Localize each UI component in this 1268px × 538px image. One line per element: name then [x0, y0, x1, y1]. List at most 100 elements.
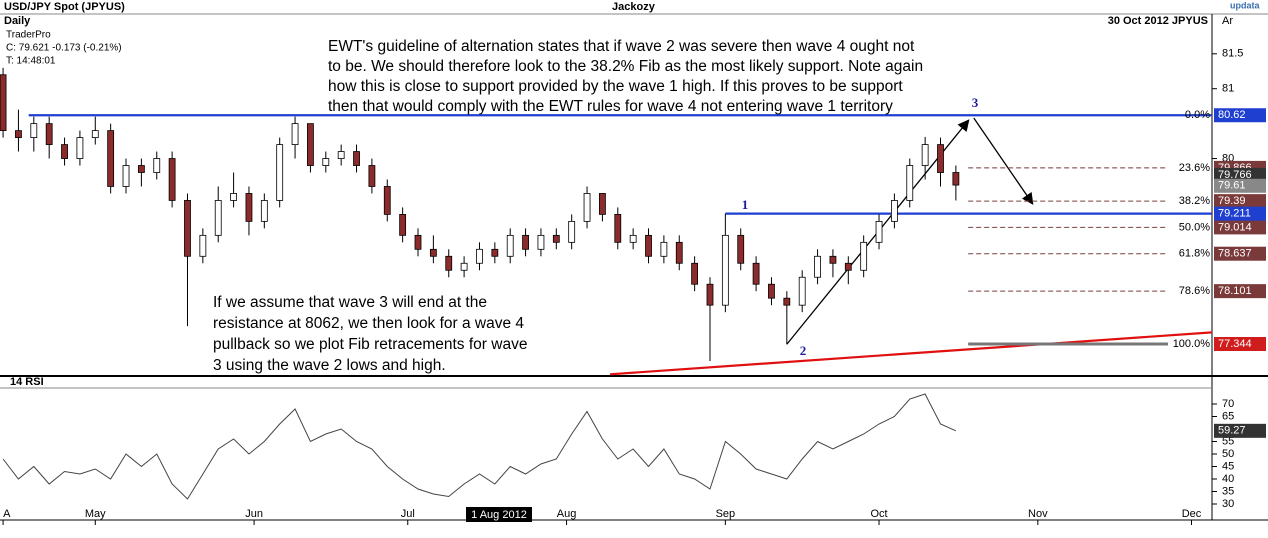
candle-body [153, 158, 161, 173]
candle-body [337, 151, 345, 159]
x-tick-label: Sep [716, 508, 736, 520]
candle-body [860, 241, 868, 271]
candle-body [307, 123, 314, 166]
candle-body [476, 248, 483, 264]
price-tag-label: 79.014 [1218, 221, 1252, 233]
candle-body [783, 297, 791, 306]
candle-body [429, 248, 437, 257]
candle-body [568, 220, 576, 243]
author: Jackozy [612, 1, 656, 13]
rsi-line [2, 393, 957, 500]
candle-body [675, 241, 683, 264]
candle-body [214, 200, 222, 236]
price-tag [1214, 284, 1266, 299]
candle-body [245, 193, 253, 222]
rsi-tag [1214, 423, 1266, 438]
candle-body [798, 276, 806, 306]
candle-body [353, 151, 360, 166]
x-tick-label: Jun [245, 508, 263, 520]
wave-label: 3 [972, 95, 979, 110]
price-tag-label: 78.101 [1218, 285, 1252, 297]
candle-body [937, 144, 944, 173]
candle-body [537, 234, 545, 250]
candle-body [506, 234, 514, 257]
y-tick-label: 45 [1222, 460, 1234, 472]
candle-body [460, 262, 468, 271]
candle-body [552, 234, 560, 243]
candle-body [906, 165, 914, 201]
price-tag [1214, 178, 1266, 193]
fib-label: 50.0% [1179, 221, 1210, 233]
candle-body [61, 144, 68, 159]
candle-body [399, 214, 407, 236]
candle-body [583, 193, 591, 222]
wave-label: 2 [800, 343, 807, 358]
candle-body [322, 158, 330, 166]
period: Daily [4, 15, 31, 27]
candle-body [76, 137, 84, 159]
candle-body [276, 144, 284, 201]
price-tag [1214, 167, 1266, 182]
candle-body [691, 262, 699, 285]
annotation: how this is close to support provided by… [328, 78, 903, 95]
price-tag-label: 80.62 [1218, 109, 1246, 121]
candle-body [199, 234, 207, 257]
annotation: then that would comply with the EWT rule… [328, 98, 893, 115]
arrow [973, 117, 1034, 205]
axis-tag: Ar [1222, 15, 1233, 27]
candle-body [660, 241, 668, 257]
cursor-date: 1 Aug 2012 [471, 509, 527, 521]
candle-body [168, 158, 176, 201]
y-tick-label: 70 [1222, 398, 1234, 410]
candle-body [15, 130, 22, 138]
y-tick-label: 50 [1222, 448, 1234, 460]
price-tag-label: 77.344 [1218, 338, 1252, 350]
x-tick-label: Nov [1028, 508, 1048, 520]
fib-label: 100.0% [1173, 338, 1211, 350]
candle-body [491, 248, 499, 257]
candle-body [814, 255, 821, 278]
candle-body [445, 255, 453, 271]
price-tag-label: 79.39 [1218, 195, 1246, 207]
candle-body [230, 193, 237, 201]
candle-body [952, 172, 960, 186]
candle-body [0, 74, 7, 132]
candle-body [414, 234, 422, 250]
cursor-date-box [466, 507, 532, 522]
candle-body [184, 200, 191, 257]
candle-body [260, 200, 268, 222]
candle-body [721, 234, 729, 306]
candle-body [45, 123, 53, 145]
candle-body [91, 130, 99, 138]
candle-body [737, 234, 745, 264]
fib-label: 38.2% [1179, 195, 1210, 207]
close-info: C: 79.621 -0.173 (-0.21%) [6, 43, 122, 54]
y-tick-label: 35 [1222, 485, 1234, 497]
annotation: 3 using the wave 2 lows and high. [213, 357, 446, 374]
candle-body [706, 283, 714, 306]
fib-label: 23.6% [1179, 162, 1210, 174]
price-tag-label: 79.766 [1218, 169, 1252, 181]
annotation: resistance at 8062, we then look for a w… [213, 315, 524, 332]
candle-body [599, 193, 606, 215]
fib-label: 61.8% [1179, 248, 1210, 260]
candle-body [30, 123, 38, 138]
price-tag-label: 78.637 [1218, 248, 1252, 260]
x-tick-label: Aug [557, 508, 577, 520]
price-tag [1214, 206, 1266, 221]
candle-body [645, 234, 652, 257]
x-tick-label: A [3, 508, 11, 520]
price-tag [1214, 246, 1266, 261]
candle-body [522, 234, 529, 250]
rsi-tag-label: 59.27 [1218, 425, 1246, 437]
time-info: T: 14:48:01 [6, 56, 56, 67]
y-tick-label: 40 [1222, 473, 1234, 485]
price-tag [1214, 336, 1266, 351]
candle-body [107, 130, 115, 187]
y-tick-label: 81 [1222, 83, 1234, 95]
trend-line [610, 331, 1213, 376]
x-tick-label: May [85, 508, 106, 520]
wave-label: 1 [742, 197, 749, 212]
